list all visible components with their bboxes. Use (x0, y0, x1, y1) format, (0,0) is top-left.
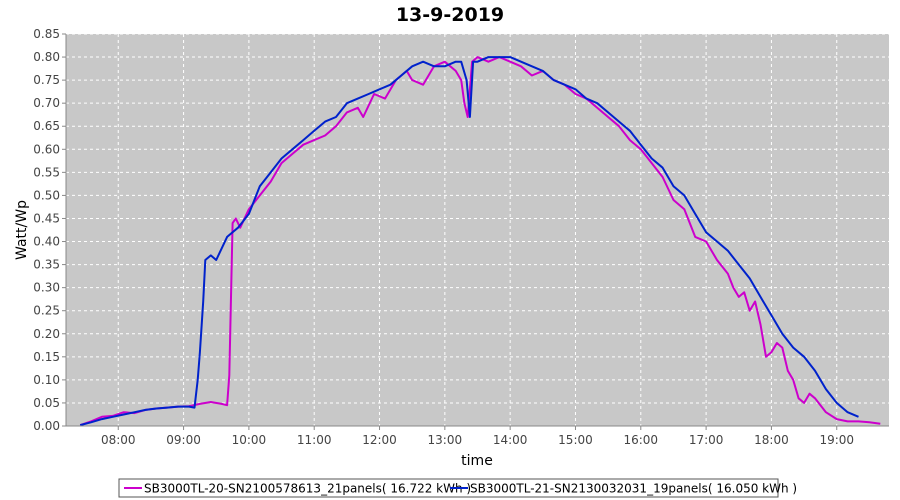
x-tick-label: 10:00 (232, 433, 267, 447)
series-line-1 (79, 56, 881, 427)
y-axis-label: Watt/Wp (14, 200, 30, 260)
x-tick-label: 18:00 (754, 433, 789, 447)
y-tick-label: 0.80 (33, 50, 60, 64)
x-tick-label: 16:00 (623, 433, 658, 447)
legend: SB3000TL-20-SN2100578613_21panels( 16.72… (118, 478, 797, 498)
y-tick-label: 0.35 (33, 258, 60, 272)
chart-title: 13-9-2019 (396, 4, 504, 26)
y-tick-label: 0.75 (33, 73, 60, 87)
y-tick-label: 0.65 (33, 119, 60, 133)
x-tick-label: 08:00 (101, 433, 136, 447)
x-tick-label: 17:00 (689, 433, 724, 447)
series-lines (79, 56, 881, 427)
y-tick-label: 0.70 (33, 96, 60, 110)
y-tick-label: 0.40 (33, 235, 60, 249)
y-tick-label: 0.10 (33, 373, 60, 387)
y-tick-label: 0.05 (33, 396, 60, 410)
x-tick-label: 13:00 (428, 433, 463, 447)
y-tick-label: 0.25 (33, 304, 60, 318)
plot-area (66, 34, 889, 426)
x-axis-ticks: 08:00 09:00 10:00 11:00 12:00 13:00 14:00 15:00… (101, 426, 854, 447)
legend-label-series-2: SB3000TL-21-SN2130032031_19panels( 16.05… (470, 482, 797, 496)
y-axis-ticks: 0.00 0.05 0.10 0.15 0.20 0.25 0.30 0.35 0.40 0.45… (33, 27, 66, 433)
x-tick-label: 12:00 (362, 433, 397, 447)
x-tick-label: 09:00 (166, 433, 201, 447)
y-tick-label: 0.50 (33, 188, 60, 202)
y-tick-label: 0.15 (33, 350, 60, 364)
legend-label-series-1: SB3000TL-20-SN2100578613_21panels( 16.72… (144, 482, 471, 496)
series-line-2 (79, 56, 859, 427)
x-axis-label: time (461, 453, 493, 469)
y-tick-label: 0.85 (33, 27, 60, 41)
y-tick-label: 0.30 (33, 281, 60, 295)
y-tick-label: 0.45 (33, 211, 60, 225)
x-tick-label: 15:00 (558, 433, 593, 447)
y-tick-label: 0.00 (33, 419, 60, 433)
y-tick-label: 0.55 (33, 165, 60, 179)
grid-lines (66, 33, 889, 427)
legend-box (118, 478, 779, 498)
x-tick-label: 11:00 (297, 433, 332, 447)
x-tick-label: 19:00 (819, 433, 854, 447)
y-tick-label: 0.20 (33, 327, 60, 341)
x-tick-label: 14:00 (493, 433, 528, 447)
y-tick-label: 0.60 (33, 142, 60, 156)
